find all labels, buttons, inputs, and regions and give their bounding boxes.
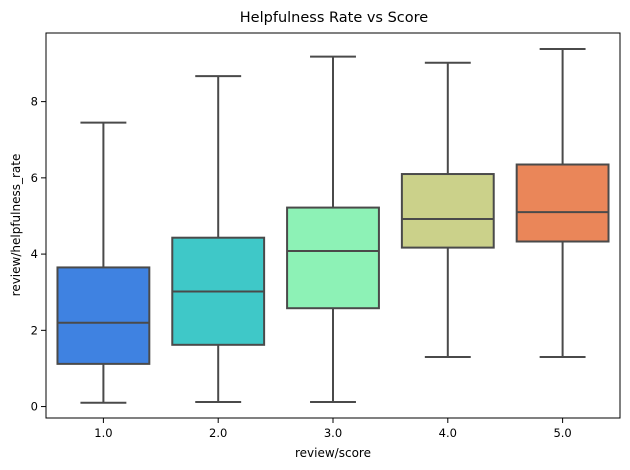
x-tick-label: 5.0: [553, 426, 571, 440]
boxes-layer: [56, 48, 610, 404]
y-tick-label: 2: [31, 323, 38, 337]
y-tick-label: 8: [31, 95, 38, 109]
box-group-5: [515, 48, 610, 359]
box-group-3: [286, 55, 380, 403]
axes-layer: 0 2 4 6 8 1.0 2.0 3.0 4.0 5.0: [31, 32, 621, 440]
x-tick-label: 2.0: [209, 426, 227, 440]
box-iqr: [56, 266, 151, 365]
x-tick-label: 4.0: [439, 426, 457, 440]
box-iqr: [515, 163, 610, 243]
box-group-1: [56, 121, 151, 404]
x-tick-label: 1.0: [94, 426, 112, 440]
box-iqr: [400, 173, 495, 249]
y-tick-label: 4: [31, 247, 38, 261]
box-iqr: [286, 206, 380, 310]
y-axis-label: review/helpfulness_rate: [9, 154, 23, 297]
box-group-2: [171, 75, 266, 403]
y-tick-label: 6: [31, 171, 38, 185]
x-axis-label: review/score: [295, 446, 371, 460]
y-tick-label: 0: [31, 400, 38, 414]
chart-title: Helpfulness Rate vs Score: [240, 10, 429, 26]
x-tick-label: 3.0: [324, 426, 342, 440]
box-group-4: [400, 61, 495, 359]
